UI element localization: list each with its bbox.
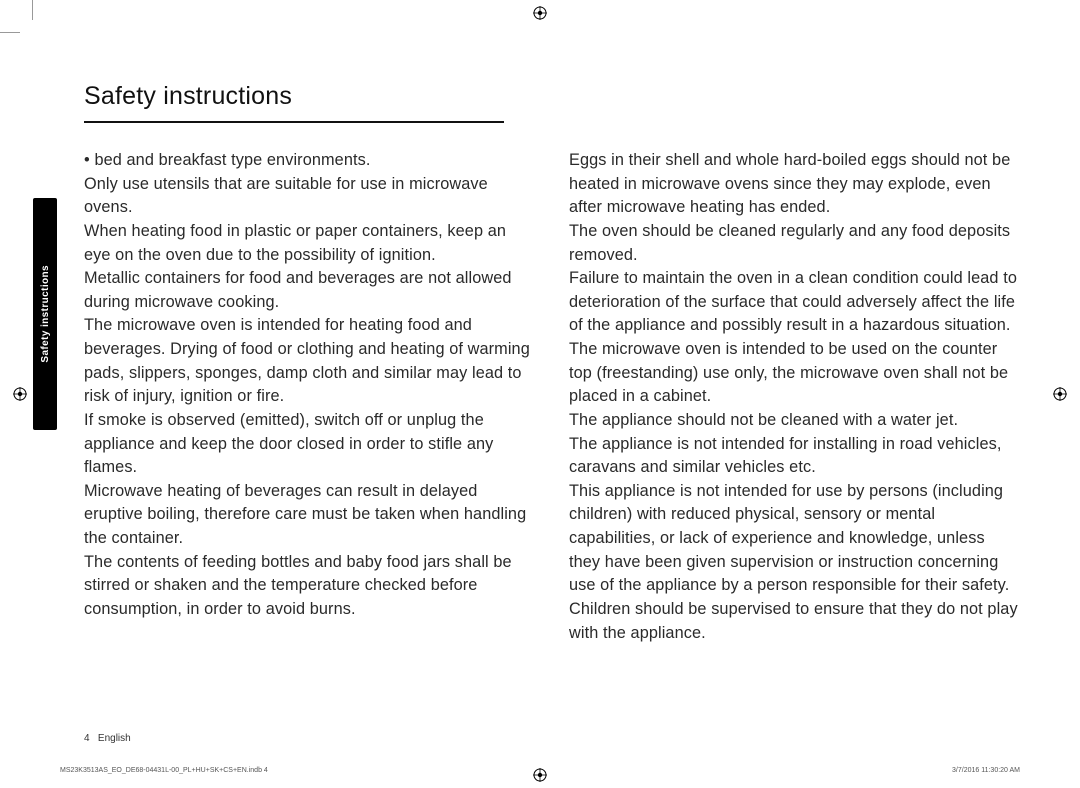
registration-mark-top — [533, 6, 547, 20]
body-text: Metallic containers for food and beverag… — [84, 267, 535, 314]
body-text: The appliance should not be cleaned with… — [569, 409, 1020, 433]
body-text: When heating food in plastic or paper co… — [84, 220, 535, 267]
right-column: Eggs in their shell and whole hard-boile… — [569, 149, 1020, 645]
side-tab-label: Safety instructions — [40, 265, 51, 363]
footer-filename: MS23K3513AS_EO_DE68-04431L-00_PL+HU+SK+C… — [60, 767, 268, 774]
body-text: Only use utensils that are suitable for … — [84, 173, 535, 220]
content-columns: bed and breakfast type environments. Onl… — [84, 149, 1020, 645]
page-container: Safety instructions bed and breakfast ty… — [84, 82, 1020, 728]
footer-page-number: 4 English — [84, 733, 131, 744]
body-text: The oven should be cleaned regularly and… — [569, 220, 1020, 267]
body-text: Failure to maintain the oven in a clean … — [569, 267, 1020, 338]
body-text: If smoke is observed (emitted), switch o… — [84, 409, 535, 480]
registration-mark-bottom — [533, 768, 547, 782]
body-text: The microwave oven is intended for heati… — [84, 314, 535, 409]
body-text: Microwave heating of beverages can resul… — [84, 480, 535, 551]
page-language: English — [98, 733, 131, 744]
body-text: Children should be supervised to ensure … — [569, 598, 1020, 645]
body-text: bed and breakfast type environments. — [84, 149, 535, 173]
side-tab: Safety instructions — [33, 198, 57, 430]
body-text: Eggs in their shell and whole hard-boile… — [569, 149, 1020, 220]
left-column: bed and breakfast type environments. Onl… — [84, 149, 535, 645]
body-text: The appliance is not intended for instal… — [569, 433, 1020, 480]
registration-mark-right — [1053, 387, 1067, 401]
page-number: 4 — [84, 733, 90, 744]
footer-timestamp: 3/7/2016 11:30:20 AM — [952, 767, 1020, 774]
body-text: This appliance is not intended for use b… — [569, 480, 1020, 598]
registration-mark-left — [13, 387, 27, 401]
body-text: The microwave oven is intended to be use… — [569, 338, 1020, 409]
body-text: The contents of feeding bottles and baby… — [84, 551, 535, 622]
page-heading: Safety instructions — [84, 82, 504, 123]
